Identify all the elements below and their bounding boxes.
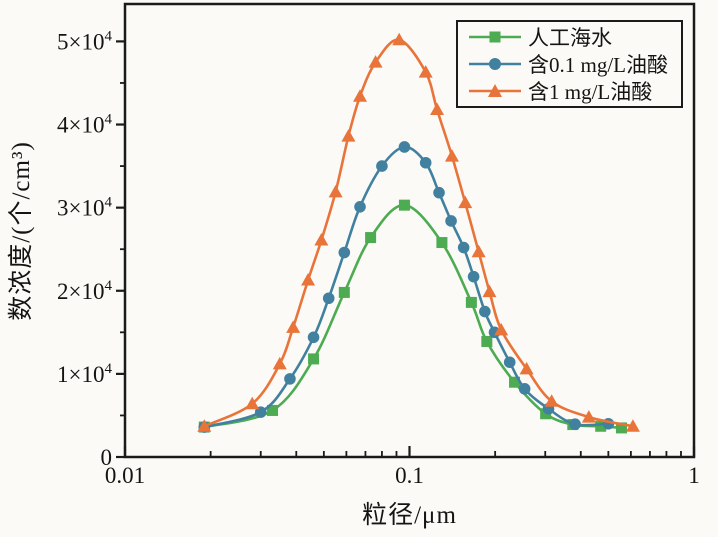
square-marker [365, 232, 377, 244]
legend-item-oleic-1: 含1 mg/L油酸 [466, 78, 681, 104]
y-tick-label: 3×104 [57, 195, 112, 221]
circle-marker [467, 270, 480, 283]
plot-frame [123, 2, 696, 459]
circle-marker [307, 331, 320, 344]
x-tick-label: 0.01 [105, 463, 145, 488]
series-line [203, 145, 610, 429]
triangle-marker [544, 394, 559, 407]
y-tick-label: 0 [101, 445, 113, 470]
triangle-marker [418, 65, 433, 78]
x-tick-label: 1 [688, 463, 700, 488]
triangle-marker [482, 284, 497, 298]
legend-item-label: 含0.1 mg/L油酸 [528, 52, 668, 77]
y-tick-label: 5×104 [57, 28, 112, 54]
y-tick-label: 4×104 [57, 112, 112, 138]
square-marker [338, 286, 350, 298]
legend-item-label: 含1 mg/L油酸 [528, 79, 653, 104]
circle-marker [569, 418, 581, 430]
triangle-marker [314, 233, 329, 246]
triangle-marker [245, 396, 260, 410]
legend-circle-marker-icon [469, 57, 521, 70]
series-含1 mg/L油酸 [197, 32, 640, 432]
x-axis-title: 粒径/μm [362, 502, 457, 529]
square-marker [398, 199, 410, 211]
square-marker [595, 420, 607, 432]
circle-marker [376, 160, 388, 172]
series-line [203, 38, 635, 428]
triangle-marker [430, 102, 445, 116]
triangle-marker [286, 320, 301, 333]
square-marker [509, 376, 521, 388]
square-marker [615, 422, 627, 434]
circle-marker [338, 246, 351, 259]
y-axis-title: 数浓度/(个/cm³) [8, 141, 35, 321]
triangle-marker [353, 89, 368, 102]
circle-marker [518, 383, 531, 395]
circle-marker [479, 305, 491, 318]
legend: 人工海水 含0.1 mg/L油酸 含1 mg/L油酸 [456, 20, 683, 108]
triangle-marker [197, 419, 212, 432]
triangle-marker [471, 244, 486, 258]
triangle-marker [272, 356, 287, 370]
triangle-marker [301, 272, 316, 286]
circle-marker [503, 356, 516, 369]
y-tick-label: 1×104 [57, 361, 112, 387]
triangle-marker [444, 149, 459, 162]
circle-marker [398, 141, 411, 153]
triangle-marker [392, 32, 407, 46]
triangle-marker [494, 322, 509, 336]
triangle-marker [519, 361, 534, 375]
legend-item-oleic-0-1: 含0.1 mg/L油酸 [466, 51, 681, 77]
legend-item-label: 人工海水 [528, 26, 612, 51]
triangle-marker [625, 419, 640, 432]
triangle-marker [458, 195, 473, 209]
series-line [203, 203, 623, 430]
triangle-marker [328, 184, 343, 198]
circle-marker [322, 292, 335, 305]
circle-marker [284, 373, 296, 385]
circle-marker [433, 186, 445, 199]
circle-marker [354, 201, 366, 213]
triangle-marker [341, 129, 356, 142]
circle-marker [419, 156, 432, 169]
square-marker [267, 404, 279, 416]
square-marker [481, 335, 493, 347]
square-marker [308, 353, 320, 365]
triangle-marker [581, 410, 596, 423]
legend-square-marker-icon [469, 31, 521, 43]
triangle-marker [368, 55, 383, 68]
legend-triangle-marker-icon [469, 83, 521, 97]
series-人工海水 [198, 199, 627, 434]
y-tick-label: 2×104 [57, 278, 112, 304]
legend-item-seawater: 人工海水 [466, 24, 681, 50]
square-marker [465, 296, 477, 308]
x-tick-label: 0.1 [395, 463, 424, 488]
circle-marker [445, 215, 457, 227]
series-含0.1 mg/L油酸 [198, 141, 615, 433]
square-marker [436, 237, 448, 249]
circle-marker [457, 241, 470, 254]
